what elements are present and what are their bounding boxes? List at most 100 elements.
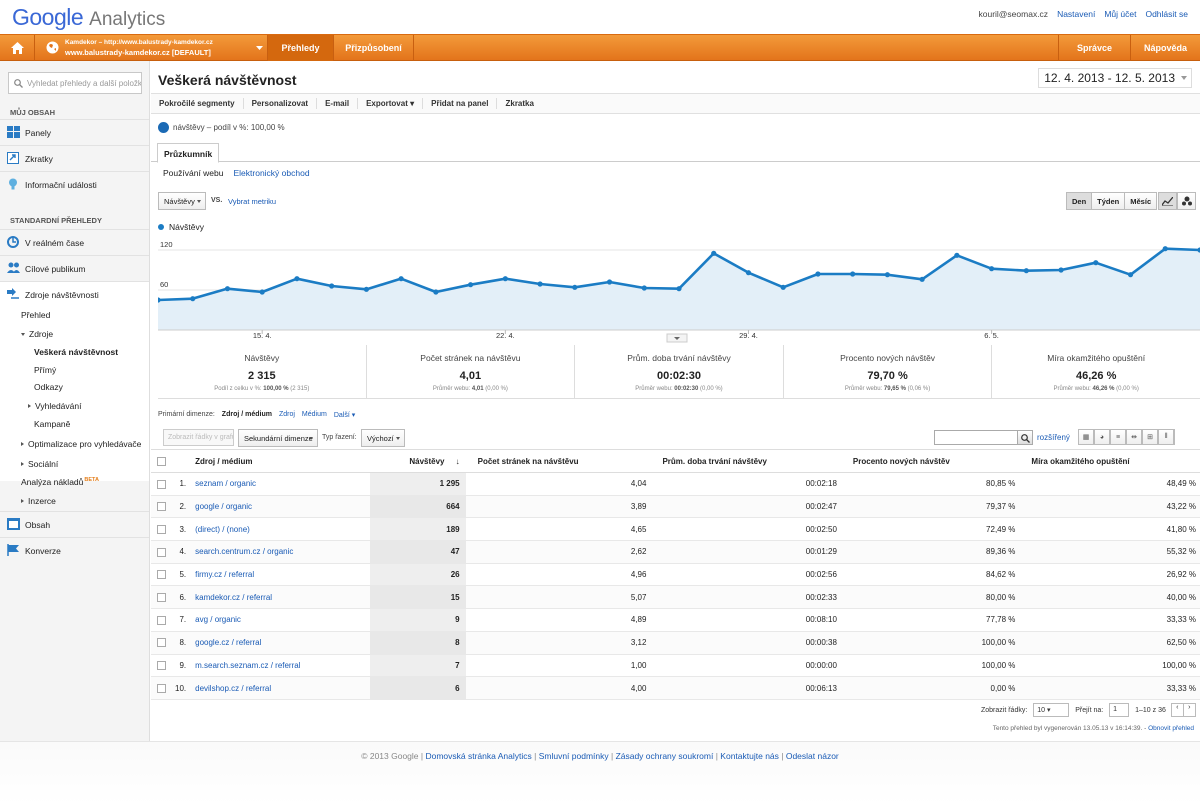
- subtab-ecommerce[interactable]: Elektronický obchod: [233, 168, 310, 178]
- visits-chart[interactable]: 60 120 15. 4. 22. 4. 29. 4. 6. 5.: [158, 232, 1200, 344]
- table-view-button[interactable]: ▦: [1078, 429, 1095, 445]
- sidebar-subitem-all-traffic[interactable]: Veškerá návštěvnost: [34, 347, 119, 357]
- date-range-picker[interactable]: 12. 4. 2013 - 12. 5. 2013: [1038, 68, 1192, 88]
- data-point[interactable]: [1197, 247, 1200, 253]
- scorecard[interactable]: Prům. doba trvání návštěvy 00:02:30 Průměr…: [575, 345, 784, 398]
- data-point[interactable]: [641, 285, 647, 291]
- subtab-site-usage[interactable]: Používání webu: [163, 168, 224, 178]
- row-checkbox[interactable]: [151, 654, 171, 678]
- row-source-link[interactable]: seznam / organic: [195, 479, 257, 489]
- sidebar-subitem-sources[interactable]: Zdroje: [21, 329, 53, 339]
- logout-link[interactable]: Odhlásit se: [1145, 9, 1188, 19]
- term-cloud-button[interactable]: ⦀: [1158, 429, 1175, 445]
- sidebar-item-panels[interactable]: Panely: [0, 119, 149, 144]
- footer-privacy-link[interactable]: Zásady ochrany soukromí: [615, 751, 714, 761]
- data-point[interactable]: [676, 286, 682, 292]
- account-dropdown-button[interactable]: [250, 35, 268, 61]
- header-avg-duration[interactable]: Prům. doba trvání návštěvy: [650, 449, 841, 473]
- sidebar-subitem-referrals[interactable]: Odkazy: [34, 382, 63, 392]
- sidebar-subitem-direct[interactable]: Přímý: [34, 365, 57, 375]
- sidebar-item-audience[interactable]: Cílové publikum: [0, 255, 149, 280]
- sidebar-search-input[interactable]: Vyhledat přehledy a další položky: [8, 72, 142, 94]
- data-point[interactable]: [1127, 272, 1134, 278]
- row-source-link[interactable]: search.centrum.cz / organic: [195, 547, 294, 557]
- advanced-segments-button[interactable]: Pokročilé segmenty: [151, 98, 244, 109]
- line-chart-button[interactable]: [1158, 192, 1177, 210]
- home-button[interactable]: [0, 35, 35, 61]
- footer-home-link[interactable]: Domovská stránka Analytics: [425, 751, 532, 761]
- sidebar-item-shortcuts[interactable]: Zkratky: [0, 145, 149, 170]
- data-point[interactable]: [502, 276, 508, 282]
- header-source-medium[interactable]: Zdroj / médium: [191, 449, 371, 473]
- data-point[interactable]: [468, 282, 474, 288]
- data-point[interactable]: [815, 271, 821, 277]
- row-source-link[interactable]: (direct) / (none): [195, 524, 250, 534]
- data-point[interactable]: [1023, 268, 1029, 274]
- data-point[interactable]: [1093, 260, 1099, 266]
- table-filter-input[interactable]: [934, 430, 1030, 445]
- row-checkbox[interactable]: [151, 472, 171, 496]
- rows-per-page-select[interactable]: 10 ▾: [1033, 703, 1070, 717]
- performance-view-button[interactable]: ≡: [1110, 429, 1127, 445]
- sidebar-subitem-social[interactable]: Sociální: [21, 459, 58, 469]
- sidebar-item-realtime[interactable]: V reálném čase: [0, 229, 149, 254]
- pivot-view-button[interactable]: ⊞: [1142, 429, 1159, 445]
- row-checkbox[interactable]: [151, 608, 171, 632]
- customize-button[interactable]: Personalizovat: [244, 98, 318, 109]
- sidebar-item-traffic-sources[interactable]: Zdroje návštěvnosti: [0, 281, 149, 481]
- shortcut-button[interactable]: Zkratka: [505, 99, 534, 108]
- data-point[interactable]: [259, 289, 265, 295]
- row-checkbox[interactable]: [151, 676, 171, 700]
- row-source-link[interactable]: google / organic: [195, 502, 253, 512]
- advanced-filter-link[interactable]: rozšířený: [1037, 433, 1070, 442]
- footer-contact-link[interactable]: Kontaktujte nás: [720, 751, 779, 761]
- dimension-source-medium[interactable]: Zdroj / médium: [221, 411, 272, 418]
- data-point[interactable]: [433, 289, 439, 295]
- sidebar-subitem-advertising[interactable]: Inzerce: [21, 496, 56, 506]
- data-point[interactable]: [572, 284, 578, 290]
- data-point[interactable]: [606, 279, 613, 285]
- data-point[interactable]: [537, 281, 543, 287]
- row-checkbox[interactable]: [151, 495, 171, 519]
- row-checkbox[interactable]: [151, 540, 171, 564]
- dimension-medium[interactable]: Médium: [301, 411, 327, 418]
- row-source-link[interactable]: firmy.cz / referral: [195, 570, 255, 580]
- select-all-checkbox[interactable]: [151, 449, 171, 473]
- comparison-view-button[interactable]: ⇹: [1126, 429, 1143, 445]
- nav-reports-tab[interactable]: Přehledy: [268, 35, 334, 61]
- next-page-button[interactable]: ›: [1182, 703, 1196, 717]
- nav-admin-tab[interactable]: Správce: [1058, 35, 1131, 61]
- day-button[interactable]: Den: [1067, 193, 1093, 209]
- scorecard[interactable]: Počet stránek na návštěvu 4,01 Průměr webu…: [367, 345, 576, 398]
- row-source-link[interactable]: google.cz / referral: [195, 638, 262, 648]
- dimension-source[interactable]: Zdroj: [278, 411, 295, 418]
- row-source-link[interactable]: devilshop.cz / referral: [195, 683, 272, 693]
- footer-terms-link[interactable]: Smluvní podmínky: [538, 751, 609, 761]
- dimension-more[interactable]: Další ▾: [333, 412, 356, 419]
- metric-selector[interactable]: Návštěvy: [158, 192, 206, 210]
- sidebar-item-intelligence[interactable]: Informační události: [0, 171, 149, 196]
- data-point[interactable]: [158, 297, 161, 303]
- data-point[interactable]: [329, 283, 335, 289]
- sidebar-item-conversions[interactable]: Konverze: [0, 537, 149, 562]
- header-pages-per-visit[interactable]: Počet stránek na návštěvu: [465, 449, 651, 473]
- header-visits[interactable]: Návštěvy ↓: [370, 449, 466, 473]
- data-point[interactable]: [190, 296, 196, 302]
- pie-view-button[interactable]: ◕: [1094, 429, 1111, 445]
- data-point[interactable]: [398, 276, 404, 282]
- scorecard[interactable]: Návštěvy 2 315 Podíl z celku v %: 100,00 %…: [158, 345, 367, 398]
- goto-page-input[interactable]: 1: [1109, 703, 1130, 717]
- settings-link[interactable]: Nastavení: [1057, 9, 1096, 19]
- plot-rows-button[interactable]: Zobrazit řádky v grafu: [163, 429, 234, 446]
- header-new-visits[interactable]: Procento nových návštěv: [840, 449, 1020, 473]
- sidebar-subitem-overview[interactable]: Přehled: [21, 310, 51, 320]
- sidebar-subitem-cost-analysis[interactable]: Analýza nákladůBETA: [21, 477, 99, 487]
- row-checkbox[interactable]: [151, 631, 171, 655]
- header-bounce-rate[interactable]: Míra okamžitého opuštění: [1019, 449, 1200, 473]
- week-button[interactable]: Týden: [1092, 193, 1126, 209]
- nav-help-tab[interactable]: Nápověda: [1143, 43, 1187, 53]
- row-checkbox[interactable]: [151, 517, 171, 542]
- row-checkbox[interactable]: [151, 585, 171, 610]
- data-point[interactable]: [989, 266, 995, 272]
- nav-customize-tab[interactable]: Přizpůsobení: [334, 35, 414, 61]
